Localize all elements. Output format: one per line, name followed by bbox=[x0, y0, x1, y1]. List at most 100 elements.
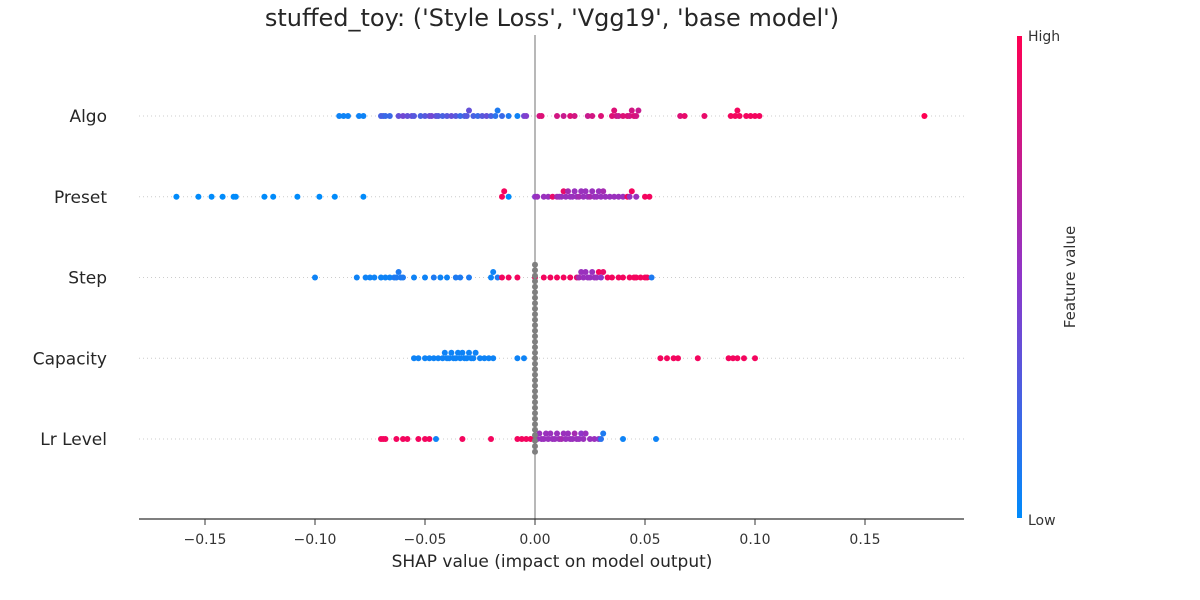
shap-point bbox=[593, 193, 600, 200]
shap-point bbox=[633, 113, 640, 119]
shap-point bbox=[422, 274, 428, 281]
shap-point bbox=[582, 269, 589, 275]
shap-point bbox=[340, 113, 347, 119]
shap-point bbox=[600, 430, 607, 437]
shap-point bbox=[540, 436, 547, 442]
shap-point bbox=[598, 436, 604, 442]
feature-label: Lr Level bbox=[40, 430, 107, 450]
shap-point bbox=[560, 274, 567, 281]
shap-point bbox=[593, 274, 600, 281]
colorbar-low-label: Low bbox=[1028, 513, 1056, 529]
shap-point bbox=[426, 355, 433, 362]
colorbar-title: Feature value bbox=[1061, 226, 1079, 328]
shap-point bbox=[312, 274, 318, 281]
shap-point bbox=[547, 274, 554, 281]
shap-point bbox=[538, 113, 545, 119]
shap-point bbox=[532, 415, 538, 422]
shap-point bbox=[219, 193, 226, 200]
shap-point bbox=[411, 355, 417, 362]
shap-point bbox=[393, 436, 400, 442]
shap-point bbox=[505, 193, 512, 200]
shap-point bbox=[540, 274, 547, 281]
shap-point bbox=[551, 436, 558, 442]
shap-point bbox=[609, 274, 615, 281]
shap-point bbox=[532, 377, 538, 384]
shap-point bbox=[752, 113, 758, 119]
shap-point bbox=[466, 274, 472, 281]
shap-point bbox=[571, 188, 578, 195]
shap-point bbox=[734, 107, 741, 114]
colorbar bbox=[1017, 36, 1022, 518]
shap-point bbox=[598, 274, 604, 281]
shap-point bbox=[595, 188, 602, 195]
shap-point bbox=[633, 193, 640, 200]
shap-point bbox=[670, 355, 677, 362]
shap-point bbox=[393, 274, 400, 281]
shap-point bbox=[732, 113, 739, 119]
shap-point bbox=[400, 436, 406, 442]
shap-point bbox=[452, 355, 459, 362]
shap-point bbox=[474, 113, 481, 119]
shap-point bbox=[481, 355, 488, 362]
shap-point bbox=[921, 113, 928, 119]
shap-point bbox=[470, 113, 477, 119]
shap-point bbox=[411, 274, 417, 281]
shap-point bbox=[532, 267, 538, 274]
shap-point bbox=[532, 404, 538, 411]
shap-point bbox=[316, 193, 323, 200]
shap-point bbox=[532, 393, 538, 400]
shap-point bbox=[470, 355, 477, 362]
shap-point bbox=[532, 272, 538, 279]
shap-point bbox=[195, 193, 202, 200]
shap-point bbox=[488, 113, 494, 119]
shap-point bbox=[466, 107, 472, 114]
shap-point bbox=[452, 113, 459, 119]
shap-point bbox=[569, 193, 576, 200]
shap-point bbox=[232, 193, 239, 200]
shap-point bbox=[626, 274, 633, 281]
x-tick-label: −0.15 bbox=[184, 532, 227, 548]
shap-point bbox=[576, 274, 582, 281]
shap-point bbox=[466, 349, 472, 356]
shap-point bbox=[558, 193, 565, 200]
colorbar-high-label: High bbox=[1028, 29, 1060, 45]
shap-point bbox=[534, 193, 541, 200]
shap-point bbox=[490, 269, 497, 275]
shap-point bbox=[426, 436, 433, 442]
shap-point bbox=[415, 355, 422, 362]
shap-point bbox=[615, 113, 622, 119]
shap-point bbox=[560, 430, 567, 437]
shap-points bbox=[173, 107, 928, 455]
shap-point bbox=[382, 113, 389, 119]
shap-point bbox=[576, 193, 582, 200]
shap-point bbox=[499, 113, 505, 119]
shap-point bbox=[600, 188, 607, 195]
shap-point bbox=[587, 436, 593, 442]
shap-point bbox=[558, 436, 565, 442]
shap-point bbox=[736, 113, 743, 119]
feature-label: Preset bbox=[54, 188, 107, 208]
shap-point bbox=[386, 274, 393, 281]
shap-point bbox=[395, 269, 402, 275]
shap-point bbox=[532, 344, 538, 351]
shap-point bbox=[582, 430, 589, 437]
shap-point bbox=[648, 274, 655, 281]
shap-point bbox=[435, 355, 442, 362]
shap-point bbox=[518, 436, 525, 442]
shap-point bbox=[514, 274, 521, 281]
shap-point bbox=[505, 274, 512, 281]
shap-point bbox=[560, 113, 567, 119]
shap-point bbox=[628, 188, 635, 195]
shap-point bbox=[437, 274, 444, 281]
shap-point bbox=[730, 355, 736, 362]
chart-title: stuffed_toy: ('Style Loss', 'Vgg19', 'ba… bbox=[265, 4, 839, 32]
shap-point bbox=[602, 193, 609, 200]
shap-point bbox=[578, 430, 585, 437]
shap-point bbox=[756, 113, 763, 119]
shap-point bbox=[637, 274, 644, 281]
shap-point bbox=[532, 283, 538, 290]
shap-point bbox=[441, 349, 448, 356]
shap-point bbox=[270, 193, 277, 200]
shap-point bbox=[642, 193, 648, 200]
x-axis-label: SHAP value (impact on model output) bbox=[392, 552, 713, 572]
